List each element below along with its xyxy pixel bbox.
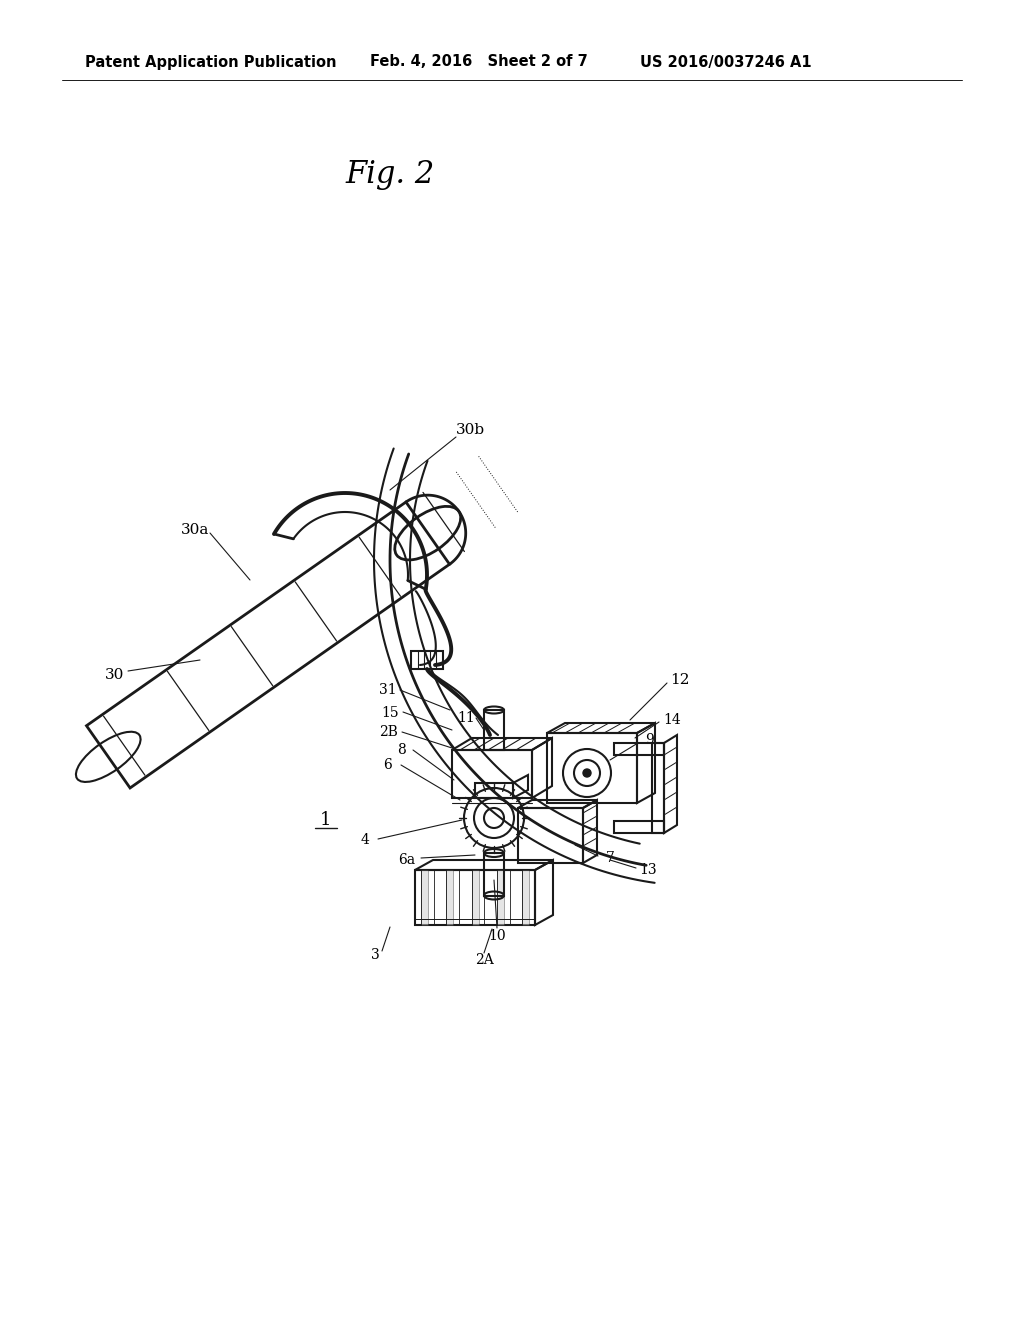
- Polygon shape: [497, 870, 504, 925]
- Text: US 2016/0037246 A1: US 2016/0037246 A1: [640, 54, 812, 70]
- Polygon shape: [472, 870, 478, 925]
- Text: Feb. 4, 2016   Sheet 2 of 7: Feb. 4, 2016 Sheet 2 of 7: [370, 54, 588, 70]
- Polygon shape: [522, 870, 529, 925]
- Text: 31: 31: [379, 682, 397, 697]
- Text: 30a: 30a: [181, 523, 209, 537]
- Text: 9: 9: [645, 733, 654, 747]
- Text: 10: 10: [488, 929, 506, 942]
- Text: 30: 30: [105, 668, 125, 682]
- Text: 15: 15: [381, 706, 398, 719]
- Polygon shape: [446, 870, 454, 925]
- Text: 2A: 2A: [475, 953, 494, 968]
- Text: Patent Application Publication: Patent Application Publication: [85, 54, 337, 70]
- Text: 8: 8: [397, 743, 407, 756]
- Text: 12: 12: [671, 673, 690, 686]
- Text: Fig. 2: Fig. 2: [345, 160, 434, 190]
- Text: 30b: 30b: [456, 422, 484, 437]
- Text: 2B: 2B: [379, 725, 397, 739]
- Circle shape: [583, 770, 591, 777]
- Text: 7: 7: [605, 851, 614, 865]
- Text: 1: 1: [319, 810, 331, 829]
- Polygon shape: [421, 870, 428, 925]
- Text: 6: 6: [384, 758, 392, 772]
- Text: 4: 4: [360, 833, 370, 847]
- Text: 14: 14: [664, 713, 681, 727]
- Text: 11: 11: [457, 711, 475, 725]
- Text: 3: 3: [371, 948, 379, 962]
- Text: 6a: 6a: [398, 853, 416, 867]
- Text: 13: 13: [639, 863, 656, 876]
